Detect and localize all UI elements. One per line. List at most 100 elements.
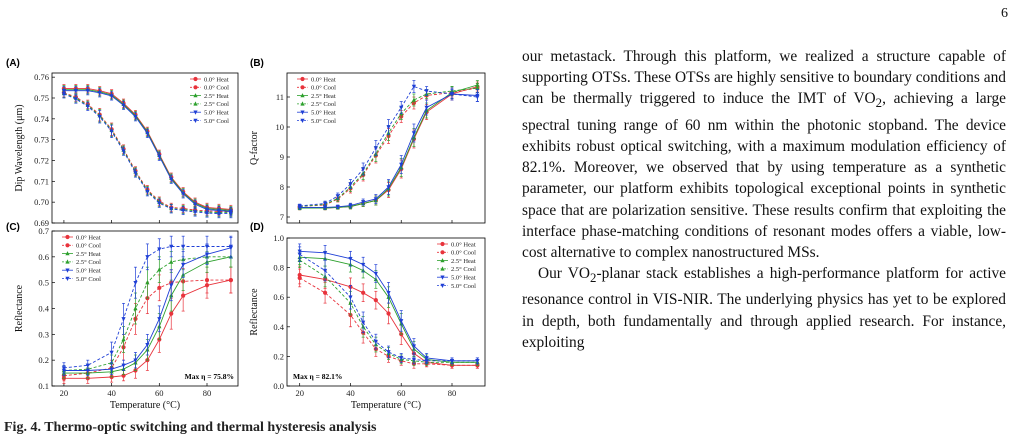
data-point (97, 115, 102, 120)
data-point (157, 201, 162, 206)
data-point (121, 317, 126, 322)
paragraph-1: our metastack. Through this platform, we… (522, 46, 1006, 263)
data-point (399, 319, 404, 324)
legend-entry: 0.0° Heat (76, 234, 101, 241)
y-tick-label: 0.4 (273, 322, 284, 332)
data-point (399, 356, 404, 361)
x-tick-label: 20 (60, 388, 69, 398)
legend-entry: 0.0° Cool (451, 250, 476, 257)
legend-entry: 5.0° Heat (451, 275, 476, 282)
y-axis-label: Q-factor (249, 130, 260, 165)
data-point (322, 290, 328, 295)
legend-marker (440, 283, 445, 288)
panel-d: (D) 20 40 60 80 0.0 0.2 0.4 0.6 0.8 1.0 Temperature… (249, 222, 486, 411)
legend-marker (193, 76, 198, 82)
data-point (85, 89, 90, 94)
legend-entry: 5.0° Heat (204, 110, 229, 117)
data-point (109, 129, 114, 134)
panel-label: (D) (250, 222, 264, 233)
y-tick-label: 0.75 (34, 93, 49, 103)
data-point (386, 125, 391, 130)
data-point (121, 363, 126, 368)
legend-marker (193, 85, 198, 90)
panel-a: (A) 0.69 0.70 0.71 0.72 0.73 0.74 0.75 0.76 Dip W… (6, 58, 239, 228)
x-tick-label: 40 (346, 388, 355, 398)
data-point (297, 252, 302, 257)
series-5-0-heat (297, 87, 480, 210)
data-point (373, 146, 378, 151)
y-tick-label: 0.70 (34, 197, 49, 207)
data-point (424, 359, 429, 364)
data-point (399, 162, 404, 167)
panel-c: (C) 20 40 60 80 0.1 0.2 0.3 0.4 0.5 0.6 0.7 Temperat… (6, 222, 239, 411)
legend-marker (65, 268, 70, 273)
legend-marker (440, 258, 445, 263)
data-point (475, 95, 480, 100)
legend-marker (300, 85, 305, 90)
legend-marker (300, 76, 305, 82)
legend-entry: 5.0° Cool (204, 118, 229, 125)
plot-frame (51, 72, 239, 224)
data-point (411, 84, 417, 89)
data-point (181, 244, 186, 249)
y-tick-label: 0.69 (34, 218, 49, 228)
series-line (299, 93, 478, 208)
data-point (181, 192, 186, 197)
y-axis-label: Dip Wavelength (μm) (14, 104, 25, 191)
figure-caption: Fig. 4. Thermo-optic switching and therm… (4, 420, 377, 435)
legend-marker (193, 118, 198, 123)
legend-marker (65, 259, 70, 264)
data-point (145, 342, 150, 348)
data-point (157, 285, 162, 290)
legend-entry: 5.0° Heat (311, 110, 336, 117)
data-point (475, 359, 480, 364)
data-point (297, 204, 302, 209)
y-axis-label: Reflectance (249, 288, 260, 336)
data-point (73, 89, 78, 94)
series-5-0-cool (297, 246, 480, 365)
data-point (157, 247, 162, 252)
data-point (348, 182, 353, 187)
p2-subscript: 2 (590, 271, 597, 286)
data-point (335, 205, 340, 210)
data-point (85, 363, 90, 368)
data-point (449, 92, 455, 97)
data-point (204, 277, 210, 283)
data-point (424, 105, 429, 110)
y-tick-label: 0.2 (273, 351, 284, 361)
y-axis-label: Reflectance (14, 284, 25, 332)
data-point (373, 197, 378, 202)
series-line (299, 253, 478, 362)
y-tick-label: 0.5 (38, 278, 49, 288)
panel-label: (A) (6, 58, 20, 69)
series-5-0-cool (61, 235, 233, 374)
y-tick-label: 0.4 (38, 304, 49, 314)
data-point (322, 201, 328, 206)
legend-entry: 2.5° Heat (311, 93, 336, 100)
data-point (386, 185, 391, 190)
legend-entry: 5.0° Cool (76, 276, 101, 283)
data-point (169, 283, 174, 288)
y-tick-label: 0.2 (38, 355, 49, 365)
legend-marker (300, 101, 305, 106)
data-point (109, 367, 114, 372)
p1-text-b: , achieving a large spectral tuning rang… (522, 90, 1006, 261)
legend-entry: 0.0° Cool (204, 85, 229, 92)
plot-frame (286, 237, 486, 387)
p2-text-a: Our VO (538, 265, 591, 283)
x-axis-label: Temperature (°C) (351, 400, 421, 411)
annotation: Max η = 75.8% (185, 372, 234, 381)
legend-entry: 0.0° Cool (311, 85, 336, 92)
data-point (399, 105, 404, 110)
data-point (361, 167, 366, 172)
plot-frame (286, 72, 486, 224)
data-point (85, 104, 90, 109)
y-tick-label: 0.6 (273, 292, 284, 302)
body-text-column: our metastack. Through this platform, we… (522, 46, 1006, 353)
p2-text-b: -planar stack establishes a high-perform… (522, 265, 1007, 351)
x-tick-label: 20 (295, 388, 304, 398)
panel-label: (C) (6, 222, 20, 233)
legend-entry: 2.5° Heat (76, 251, 101, 258)
data-point (121, 337, 126, 342)
